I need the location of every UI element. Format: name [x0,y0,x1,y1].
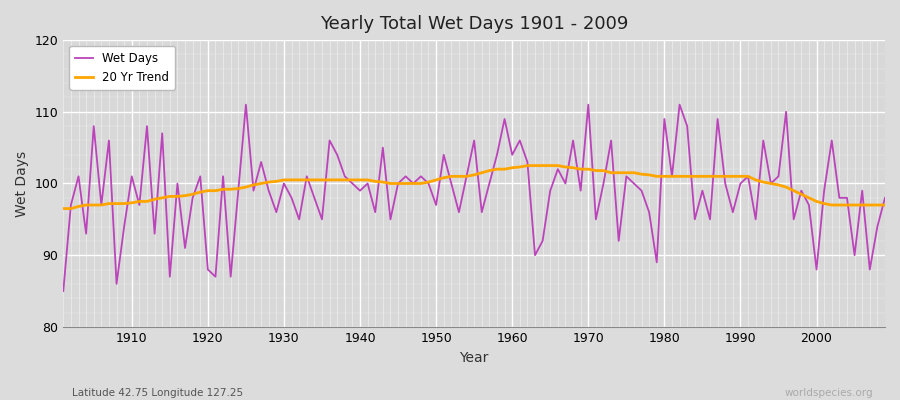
Title: Yearly Total Wet Days 1901 - 2009: Yearly Total Wet Days 1901 - 2009 [320,15,628,33]
20 Yr Trend [522,163,533,168]
Wet Days [58,289,68,294]
Legend: Wet Days, 20 Yr Trend: Wet Days, 20 Yr Trend [69,46,176,90]
20 Yr Trend [119,201,130,206]
Y-axis label: Wet Days: Wet Days [15,150,29,216]
20 Yr Trend [879,203,890,208]
Text: Latitude 42.75 Longitude 127.25: Latitude 42.75 Longitude 127.25 [72,388,243,398]
Line: Wet Days: Wet Days [63,105,885,291]
20 Yr Trend [500,167,510,172]
Wet Days [515,138,526,143]
20 Yr Trend [606,170,616,175]
Wet Days [507,152,517,157]
Wet Days [119,224,130,229]
20 Yr Trend [58,206,68,211]
Wet Days [339,174,350,179]
Wet Days [240,102,251,107]
X-axis label: Year: Year [460,351,489,365]
Wet Days [879,196,890,200]
20 Yr Trend [286,178,297,182]
Wet Days [606,138,616,143]
20 Yr Trend [507,165,517,170]
Wet Days [293,217,304,222]
20 Yr Trend [332,178,343,182]
Line: 20 Yr Trend: 20 Yr Trend [63,166,885,208]
Text: worldspecies.org: worldspecies.org [785,388,873,398]
